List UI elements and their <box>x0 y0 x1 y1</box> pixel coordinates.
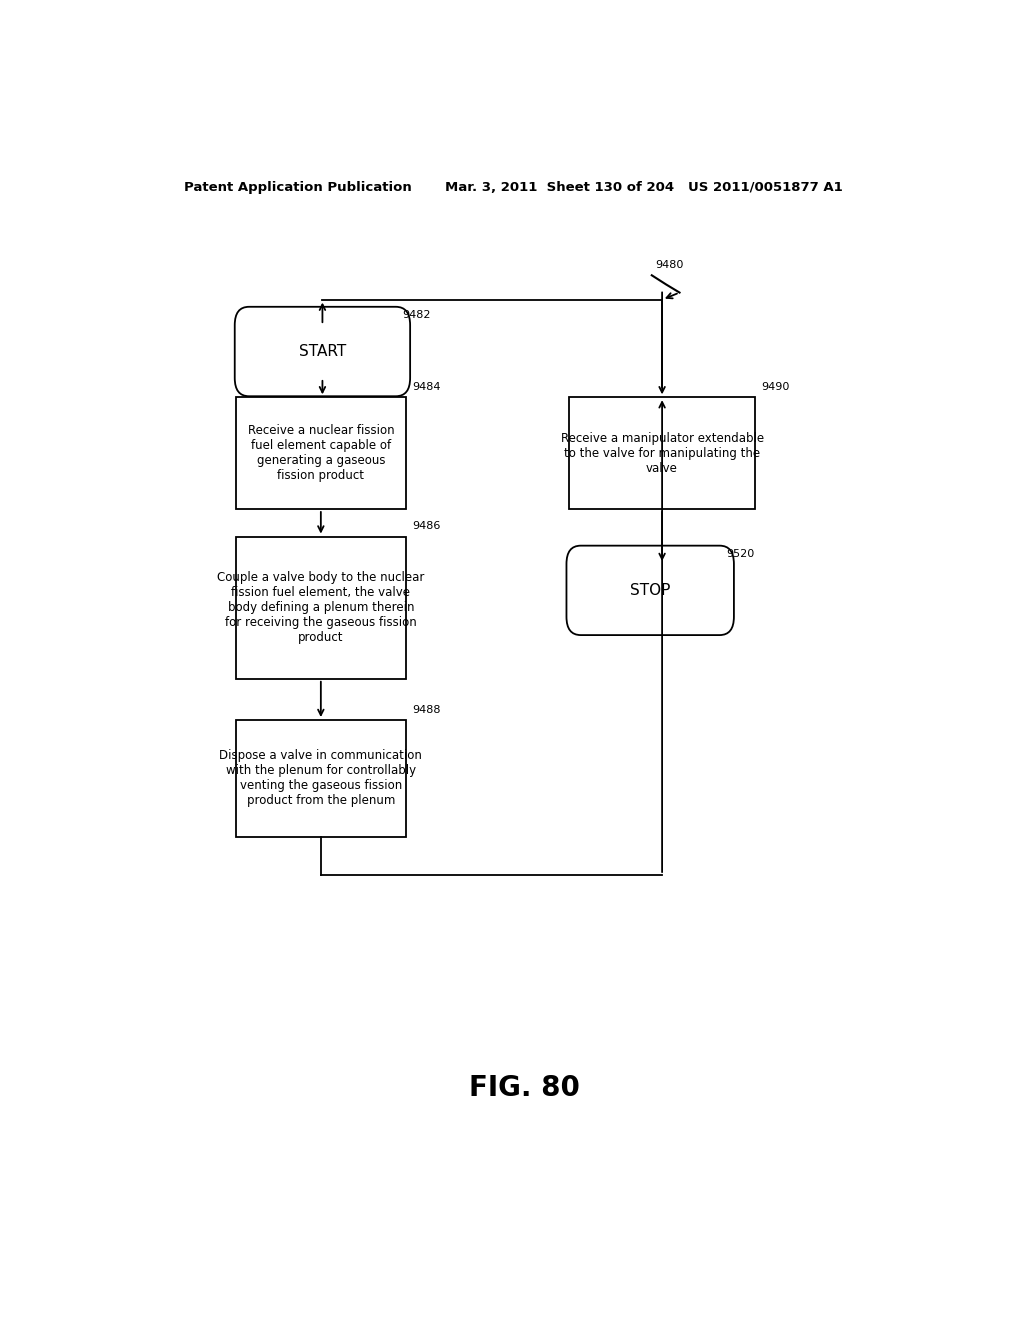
Text: 9482: 9482 <box>402 310 431 319</box>
Text: Dispose a valve in communication
with the plenum for controllably
venting the ga: Dispose a valve in communication with th… <box>219 750 422 808</box>
Bar <box>236 719 407 837</box>
Text: 9486: 9486 <box>413 521 441 532</box>
Text: Receive a nuclear fission
fuel element capable of
generating a gaseous
fission p: Receive a nuclear fission fuel element c… <box>248 424 394 482</box>
Text: 9520: 9520 <box>726 549 755 558</box>
FancyBboxPatch shape <box>234 306 411 396</box>
Text: 9480: 9480 <box>655 260 684 271</box>
Bar <box>236 397 407 510</box>
Text: Patent Application Publication: Patent Application Publication <box>183 181 412 194</box>
Text: 9484: 9484 <box>413 383 441 392</box>
Text: FIG. 80: FIG. 80 <box>469 1074 581 1102</box>
Text: Mar. 3, 2011  Sheet 130 of 204   US 2011/0051877 A1: Mar. 3, 2011 Sheet 130 of 204 US 2011/00… <box>445 181 843 194</box>
Text: 9488: 9488 <box>413 705 441 715</box>
Text: 9490: 9490 <box>762 383 791 392</box>
Text: START: START <box>299 345 346 359</box>
Bar <box>236 536 407 678</box>
FancyBboxPatch shape <box>566 545 734 635</box>
Text: Receive a manipulator extendable
to the valve for manipulating the
valve: Receive a manipulator extendable to the … <box>560 432 764 475</box>
Text: STOP: STOP <box>630 583 671 598</box>
Text: Couple a valve body to the nuclear
fission fuel element, the valve
body defining: Couple a valve body to the nuclear fissi… <box>217 572 425 644</box>
Bar <box>569 397 756 510</box>
